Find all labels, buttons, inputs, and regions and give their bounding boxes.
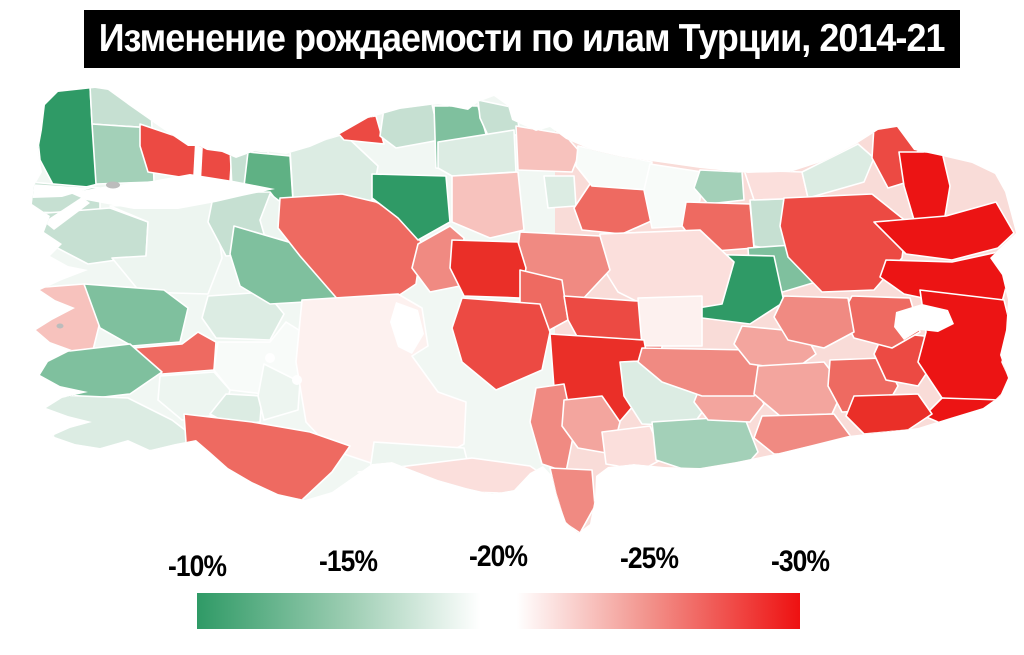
map-region-urfa: [651, 415, 759, 473]
map-region-aksaray: [451, 297, 551, 391]
map-region-cankiri: [371, 173, 451, 241]
map-region-samsun: [515, 125, 581, 173]
map-region-karabuk: [379, 103, 441, 149]
legend-tick-label: -30%: [770, 545, 830, 578]
map-region-giresun: [693, 169, 745, 205]
landmass: [32, 88, 1016, 533]
lake-van: [894, 304, 954, 340]
map-region-gaziantep: [601, 425, 665, 471]
map-region-amasya: [543, 175, 577, 209]
map-region-konya: [295, 293, 467, 467]
map-region-corum: [451, 171, 525, 239]
map-region-istanbul-west: [139, 123, 200, 181]
map-region-mersin: [357, 457, 543, 495]
lake-tuz: [390, 302, 424, 354]
map-region-trabzon: [743, 169, 809, 201]
dardanelles-strait: [44, 197, 90, 230]
saros-gulf: [32, 184, 92, 198]
map-region-kars: [873, 201, 1015, 261]
map-region-manisa: [83, 283, 189, 347]
map-region-kirklareli: [89, 88, 153, 129]
island: [56, 323, 64, 329]
small-lake: [292, 375, 302, 385]
legend-tick-label: -15%: [318, 545, 378, 578]
map-region-bingol: [773, 295, 855, 349]
map-region-sirnak: [845, 393, 933, 435]
legend-tick-label: -20%: [468, 540, 528, 573]
title-bar: Изменение рождаемости по илам Турции, 20…: [84, 10, 960, 68]
page-title: Изменение рождаемости по илам Турции, 20…: [99, 17, 946, 60]
small-lake: [265, 353, 275, 363]
map-region-ankara: [277, 193, 423, 309]
island: [106, 181, 120, 189]
map-region-elbistan: [637, 295, 703, 347]
marmara-sea: [70, 174, 275, 209]
legend-gradient-bar: [197, 593, 800, 629]
bosphorus-strait: [193, 142, 203, 182]
map-region-kirsehir: [449, 239, 527, 299]
legend-tick-label: -25%: [619, 542, 679, 575]
color-scale-legend: -10% -15% -20% -25% -30%: [0, 540, 1024, 650]
legend-tick-label: -10%: [167, 550, 227, 583]
map-region-mardin: [753, 413, 853, 455]
map-region-erzurum: [779, 193, 908, 293]
